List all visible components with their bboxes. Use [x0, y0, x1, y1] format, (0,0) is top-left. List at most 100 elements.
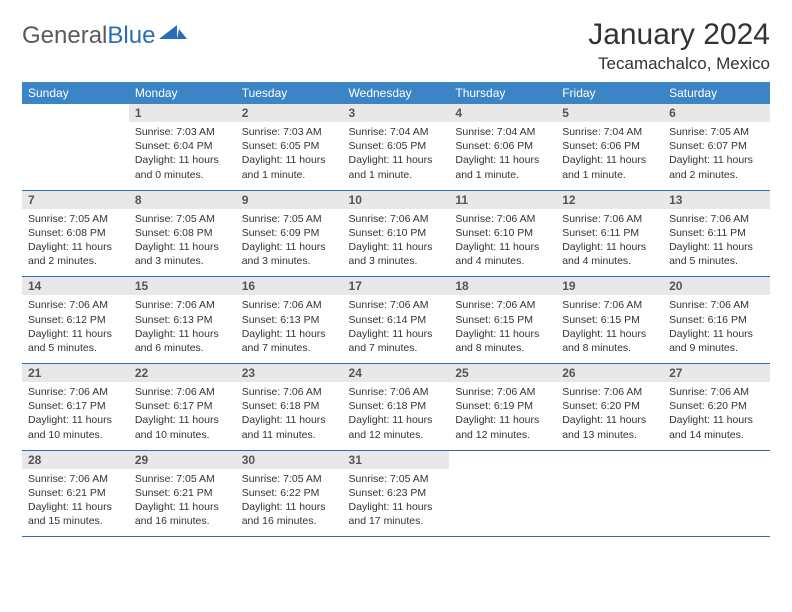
- calendar-cell: 4Sunrise: 7:04 AMSunset: 6:06 PMDaylight…: [449, 104, 556, 190]
- day-number: 9: [236, 191, 343, 209]
- calendar-cell: 23Sunrise: 7:06 AMSunset: 6:18 PMDayligh…: [236, 364, 343, 451]
- calendar-body: 0 1Sunrise: 7:03 AMSunset: 6:04 PMDaylig…: [22, 104, 770, 537]
- day-number: 1: [129, 104, 236, 122]
- day-content: Sunrise: 7:04 AMSunset: 6:05 PMDaylight:…: [343, 122, 450, 190]
- calendar-cell: 25Sunrise: 7:06 AMSunset: 6:19 PMDayligh…: [449, 364, 556, 451]
- calendar-cell: 5Sunrise: 7:04 AMSunset: 6:06 PMDaylight…: [556, 104, 663, 190]
- calendar-row: 0 1Sunrise: 7:03 AMSunset: 6:04 PMDaylig…: [22, 104, 770, 190]
- day-number: 26: [556, 364, 663, 382]
- day-content: Sunrise: 7:06 AMSunset: 6:15 PMDaylight:…: [556, 295, 663, 363]
- calendar-cell: 17Sunrise: 7:06 AMSunset: 6:14 PMDayligh…: [343, 277, 450, 364]
- day-content: Sunrise: 7:06 AMSunset: 6:10 PMDaylight:…: [343, 209, 450, 277]
- calendar-cell: 1Sunrise: 7:03 AMSunset: 6:04 PMDaylight…: [129, 104, 236, 190]
- day-content: Sunrise: 7:03 AMSunset: 6:04 PMDaylight:…: [129, 122, 236, 190]
- calendar-page: GeneralBlue January 2024 Tecamachalco, M…: [0, 0, 792, 555]
- day-number: 21: [22, 364, 129, 382]
- day-content: Sunrise: 7:06 AMSunset: 6:13 PMDaylight:…: [129, 295, 236, 363]
- day-number: 29: [129, 451, 236, 469]
- calendar-cell: 2Sunrise: 7:03 AMSunset: 6:05 PMDaylight…: [236, 104, 343, 190]
- day-content: Sunrise: 7:06 AMSunset: 6:11 PMDaylight:…: [556, 209, 663, 277]
- weekday-header: Thursday: [449, 82, 556, 104]
- weekday-header: Tuesday: [236, 82, 343, 104]
- calendar-cell: 26Sunrise: 7:06 AMSunset: 6:20 PMDayligh…: [556, 364, 663, 451]
- weekday-header: Wednesday: [343, 82, 450, 104]
- calendar-cell: 29Sunrise: 7:05 AMSunset: 6:21 PMDayligh…: [129, 450, 236, 537]
- day-number: 18: [449, 277, 556, 295]
- day-number: 6: [663, 104, 770, 122]
- calendar-cell: 31Sunrise: 7:05 AMSunset: 6:23 PMDayligh…: [343, 450, 450, 537]
- day-content: Sunrise: 7:06 AMSunset: 6:14 PMDaylight:…: [343, 295, 450, 363]
- day-content: Sunrise: 7:06 AMSunset: 6:13 PMDaylight:…: [236, 295, 343, 363]
- calendar-cell: 30Sunrise: 7:05 AMSunset: 6:22 PMDayligh…: [236, 450, 343, 537]
- day-content: Sunrise: 7:06 AMSunset: 6:20 PMDaylight:…: [556, 382, 663, 450]
- calendar-cell: 6Sunrise: 7:05 AMSunset: 6:07 PMDaylight…: [663, 104, 770, 190]
- day-number: 5: [556, 104, 663, 122]
- calendar-cell: 15Sunrise: 7:06 AMSunset: 6:13 PMDayligh…: [129, 277, 236, 364]
- day-number: 2: [236, 104, 343, 122]
- day-content: Sunrise: 7:05 AMSunset: 6:08 PMDaylight:…: [129, 209, 236, 277]
- day-content: Sunrise: 7:05 AMSunset: 6:09 PMDaylight:…: [236, 209, 343, 277]
- day-content: Sunrise: 7:05 AMSunset: 6:21 PMDaylight:…: [129, 469, 236, 537]
- calendar-cell: 10Sunrise: 7:06 AMSunset: 6:10 PMDayligh…: [343, 190, 450, 277]
- day-content: Sunrise: 7:05 AMSunset: 6:23 PMDaylight:…: [343, 469, 450, 537]
- day-number: 15: [129, 277, 236, 295]
- day-number: 14: [22, 277, 129, 295]
- calendar-cell: 0: [556, 450, 663, 537]
- weekday-header: Friday: [556, 82, 663, 104]
- day-content: Sunrise: 7:06 AMSunset: 6:19 PMDaylight:…: [449, 382, 556, 450]
- calendar-row: 28Sunrise: 7:06 AMSunset: 6:21 PMDayligh…: [22, 450, 770, 537]
- calendar-row: 7Sunrise: 7:05 AMSunset: 6:08 PMDaylight…: [22, 190, 770, 277]
- day-content: Sunrise: 7:06 AMSunset: 6:11 PMDaylight:…: [663, 209, 770, 277]
- day-number: 19: [556, 277, 663, 295]
- month-title: January 2024: [588, 18, 770, 52]
- weekday-header-row: SundayMondayTuesdayWednesdayThursdayFrid…: [22, 82, 770, 104]
- calendar-cell: 19Sunrise: 7:06 AMSunset: 6:15 PMDayligh…: [556, 277, 663, 364]
- day-number: 28: [22, 451, 129, 469]
- day-content: Sunrise: 7:04 AMSunset: 6:06 PMDaylight:…: [449, 122, 556, 190]
- logo-text-1: General: [22, 22, 107, 50]
- day-content: Sunrise: 7:06 AMSunset: 6:18 PMDaylight:…: [236, 382, 343, 450]
- calendar-cell: 0: [22, 104, 129, 190]
- day-content: Sunrise: 7:06 AMSunset: 6:20 PMDaylight:…: [663, 382, 770, 450]
- day-content: Sunrise: 7:06 AMSunset: 6:12 PMDaylight:…: [22, 295, 129, 363]
- weekday-header: Monday: [129, 82, 236, 104]
- day-number: 27: [663, 364, 770, 382]
- day-number: 16: [236, 277, 343, 295]
- title-block: January 2024 Tecamachalco, Mexico: [588, 18, 770, 74]
- calendar-cell: 9Sunrise: 7:05 AMSunset: 6:09 PMDaylight…: [236, 190, 343, 277]
- calendar-cell: 18Sunrise: 7:06 AMSunset: 6:15 PMDayligh…: [449, 277, 556, 364]
- day-content: Sunrise: 7:06 AMSunset: 6:18 PMDaylight:…: [343, 382, 450, 450]
- day-content: Sunrise: 7:06 AMSunset: 6:15 PMDaylight:…: [449, 295, 556, 363]
- calendar-cell: 21Sunrise: 7:06 AMSunset: 6:17 PMDayligh…: [22, 364, 129, 451]
- day-number: 22: [129, 364, 236, 382]
- calendar-cell: 27Sunrise: 7:06 AMSunset: 6:20 PMDayligh…: [663, 364, 770, 451]
- day-number: 8: [129, 191, 236, 209]
- calendar-cell: 0: [449, 450, 556, 537]
- calendar-cell: 20Sunrise: 7:06 AMSunset: 6:16 PMDayligh…: [663, 277, 770, 364]
- calendar-cell: 11Sunrise: 7:06 AMSunset: 6:10 PMDayligh…: [449, 190, 556, 277]
- day-number: 17: [343, 277, 450, 295]
- day-content: Sunrise: 7:06 AMSunset: 6:16 PMDaylight:…: [663, 295, 770, 363]
- day-number: 13: [663, 191, 770, 209]
- logo-text-2: Blue: [107, 22, 155, 50]
- calendar-cell: 22Sunrise: 7:06 AMSunset: 6:17 PMDayligh…: [129, 364, 236, 451]
- day-content: Sunrise: 7:05 AMSunset: 6:22 PMDaylight:…: [236, 469, 343, 537]
- day-number: 31: [343, 451, 450, 469]
- day-number: 20: [663, 277, 770, 295]
- calendar-cell: 14Sunrise: 7:06 AMSunset: 6:12 PMDayligh…: [22, 277, 129, 364]
- day-content: Sunrise: 7:06 AMSunset: 6:10 PMDaylight:…: [449, 209, 556, 277]
- logo: GeneralBlue: [22, 18, 187, 50]
- day-number: 30: [236, 451, 343, 469]
- calendar-cell: 24Sunrise: 7:06 AMSunset: 6:18 PMDayligh…: [343, 364, 450, 451]
- calendar-cell: 3Sunrise: 7:04 AMSunset: 6:05 PMDaylight…: [343, 104, 450, 190]
- day-content: Sunrise: 7:06 AMSunset: 6:17 PMDaylight:…: [22, 382, 129, 450]
- day-number: 10: [343, 191, 450, 209]
- calendar-cell: 16Sunrise: 7:06 AMSunset: 6:13 PMDayligh…: [236, 277, 343, 364]
- calendar-cell: 7Sunrise: 7:05 AMSunset: 6:08 PMDaylight…: [22, 190, 129, 277]
- calendar-cell: 13Sunrise: 7:06 AMSunset: 6:11 PMDayligh…: [663, 190, 770, 277]
- weekday-header: Sunday: [22, 82, 129, 104]
- calendar-cell: 8Sunrise: 7:05 AMSunset: 6:08 PMDaylight…: [129, 190, 236, 277]
- day-number: 24: [343, 364, 450, 382]
- location: Tecamachalco, Mexico: [588, 54, 770, 74]
- calendar-table: SundayMondayTuesdayWednesdayThursdayFrid…: [22, 82, 770, 537]
